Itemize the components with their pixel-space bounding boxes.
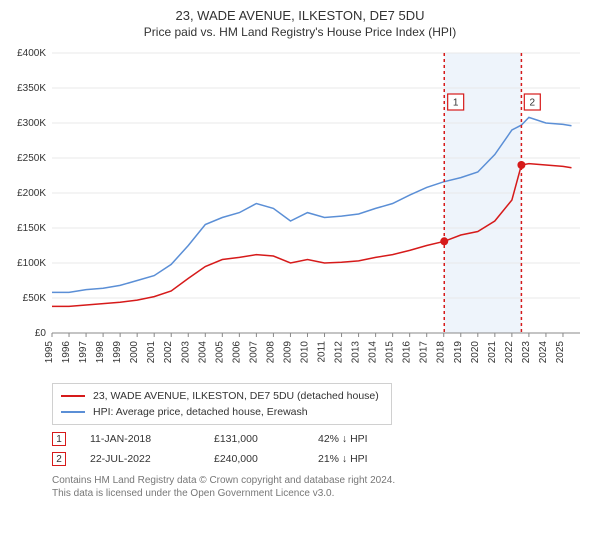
- footer-line: This data is licensed under the Open Gov…: [52, 488, 590, 501]
- price-chart: £0 £50K £100K £150K £200K £250K £300K £350K £400…: [10, 47, 590, 377]
- ytick-label: £300K: [17, 118, 46, 129]
- ytick-label: £350K: [17, 83, 46, 94]
- xtick-label: 2005: [214, 341, 225, 364]
- xtick-label: 2003: [180, 341, 191, 364]
- xtick-label: 2018: [436, 341, 447, 364]
- footer-attribution: Contains HM Land Registry data © Crown c…: [52, 475, 590, 500]
- row-pct: 42% ↓ HPI: [318, 433, 408, 445]
- ytick-label: £400K: [17, 48, 46, 59]
- row-price: £240,000: [214, 453, 294, 465]
- footer-line: Contains HM Land Registry data © Crown c…: [52, 475, 590, 488]
- marker-dot: [517, 161, 525, 169]
- page-subtitle: Price paid vs. HM Land Registry's House …: [10, 25, 590, 39]
- row-pct: 21% ↓ HPI: [318, 453, 408, 465]
- xtick-label: 2017: [419, 341, 430, 364]
- xtick-label: 2002: [163, 341, 174, 364]
- ytick-label: £150K: [17, 223, 46, 234]
- xtick-label: 2025: [555, 341, 566, 364]
- xtick-label: 2000: [129, 341, 140, 364]
- xtick-label: 2010: [299, 341, 310, 364]
- row-date: 11-JAN-2018: [90, 433, 190, 445]
- ytick-label: £50K: [23, 293, 47, 304]
- ytick-label: £100K: [17, 258, 46, 269]
- xtick-label: 2024: [538, 341, 549, 364]
- xtick-label: 2021: [487, 341, 498, 364]
- xtick-label: 1995: [44, 341, 55, 364]
- xtick-label: 2014: [368, 341, 379, 364]
- xtick-label: 2022: [504, 341, 515, 364]
- xtick-label: 2004: [197, 341, 208, 364]
- xtick-label: 1998: [95, 341, 106, 364]
- legend-label: HPI: Average price, detached house, Erew…: [93, 406, 308, 418]
- table-row: 2 22-JUL-2022 £240,000 21% ↓ HPI: [52, 449, 590, 469]
- legend-label: 23, WADE AVENUE, ILKESTON, DE7 5DU (deta…: [93, 390, 379, 402]
- xtick-label: 2023: [521, 341, 532, 364]
- row-marker-box: 1: [52, 432, 66, 446]
- transactions-table: 1 11-JAN-2018 £131,000 42% ↓ HPI 2 22-JUL-202…: [52, 429, 590, 469]
- legend-swatch: [61, 411, 85, 413]
- row-date: 22-JUL-2022: [90, 453, 190, 465]
- xtick-label: 2001: [146, 341, 157, 364]
- marker-label-text: 2: [530, 98, 536, 109]
- xtick-label: 1997: [78, 341, 89, 364]
- xtick-label: 2019: [453, 341, 464, 364]
- xtick-label: 1999: [112, 341, 123, 364]
- legend: 23, WADE AVENUE, ILKESTON, DE7 5DU (deta…: [52, 383, 392, 425]
- table-row: 1 11-JAN-2018 £131,000 42% ↓ HPI: [52, 429, 590, 449]
- ytick-label: £200K: [17, 188, 46, 199]
- xtick-label: 2011: [317, 341, 328, 363]
- xtick-label: 2016: [402, 341, 413, 364]
- row-price: £131,000: [214, 433, 294, 445]
- ytick-label: £250K: [17, 153, 46, 164]
- page-title: 23, WADE AVENUE, ILKESTON, DE7 5DU: [10, 8, 590, 23]
- marker-dot: [440, 237, 448, 245]
- xtick-label: 2009: [282, 341, 293, 364]
- ytick-label: £0: [35, 328, 47, 339]
- xtick-label: 2015: [385, 341, 396, 364]
- xtick-label: 2008: [265, 341, 276, 364]
- xtick-label: 1996: [61, 341, 72, 364]
- legend-item: 23, WADE AVENUE, ILKESTON, DE7 5DU (deta…: [61, 388, 383, 404]
- xtick-label: 2020: [470, 341, 481, 364]
- legend-item: HPI: Average price, detached house, Erew…: [61, 404, 383, 420]
- xtick-label: 2013: [351, 341, 362, 364]
- xtick-label: 2007: [248, 341, 259, 364]
- xtick-label: 2006: [231, 341, 242, 364]
- legend-swatch: [61, 395, 85, 397]
- marker-label-text: 1: [453, 98, 459, 109]
- xtick-label: 2012: [334, 341, 345, 364]
- row-marker-box: 2: [52, 452, 66, 466]
